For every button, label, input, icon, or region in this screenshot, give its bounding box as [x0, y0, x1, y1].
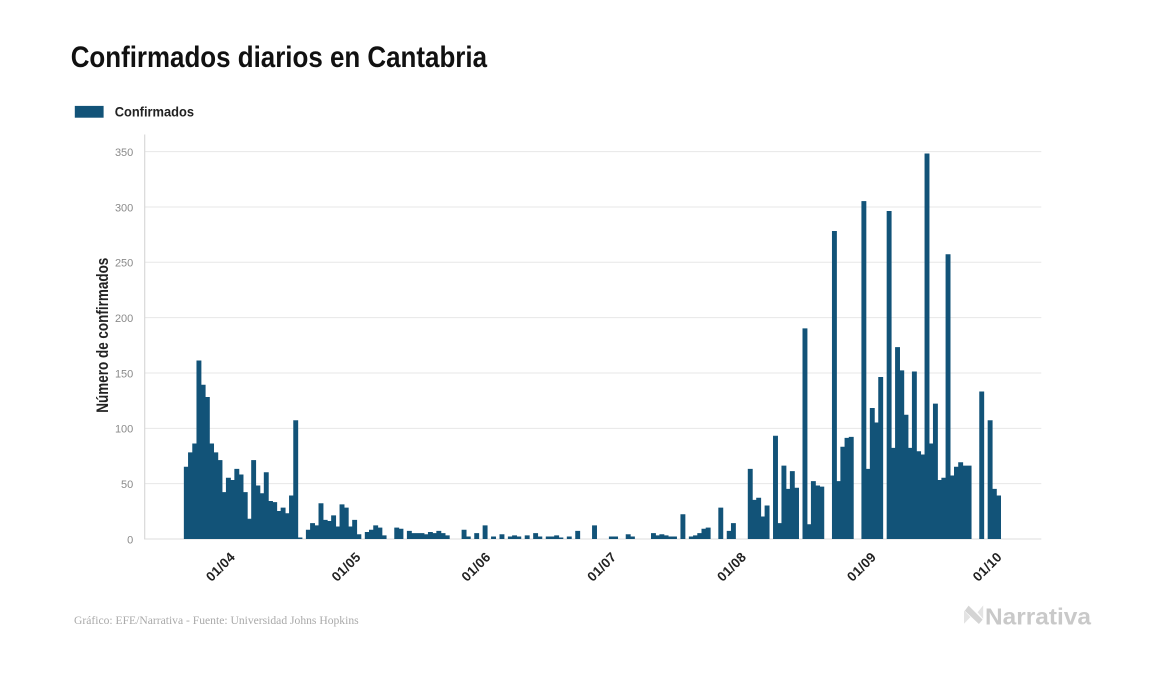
svg-text:01/07: 01/07 [584, 549, 619, 584]
svg-text:Confirmados diarios en Cantabr: Confirmados diarios en Cantabria [71, 41, 488, 74]
svg-text:0: 0 [127, 534, 133, 546]
svg-text:250: 250 [115, 258, 133, 270]
svg-text:350: 350 [115, 147, 133, 159]
svg-text:150: 150 [115, 368, 133, 380]
svg-text:Confirmados: Confirmados [115, 104, 194, 119]
svg-text:50: 50 [121, 479, 133, 491]
svg-text:Número de confirmados: Número de confirmados [93, 258, 112, 413]
svg-text:01/04: 01/04 [203, 549, 238, 584]
svg-text:01/09: 01/09 [844, 549, 879, 584]
svg-text:100: 100 [115, 424, 133, 436]
svg-text:200: 200 [115, 313, 133, 325]
svg-text:01/10: 01/10 [970, 549, 1005, 584]
svg-text:01/05: 01/05 [329, 549, 364, 584]
svg-text:Narrativa: Narrativa [985, 604, 1092, 630]
svg-text:300: 300 [115, 202, 133, 214]
svg-text:01/06: 01/06 [459, 549, 494, 584]
svg-text:01/08: 01/08 [714, 549, 749, 584]
